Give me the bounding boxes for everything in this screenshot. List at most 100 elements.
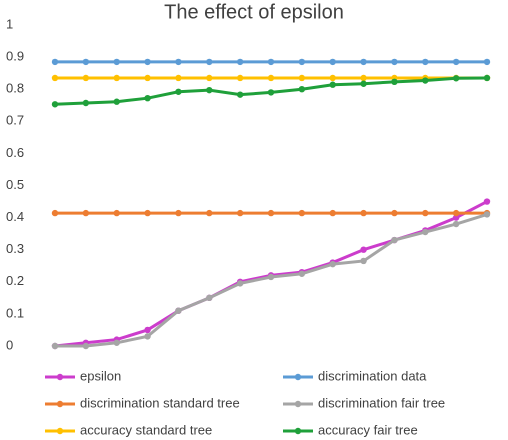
point: [113, 58, 120, 66]
point: [422, 228, 429, 236]
point: [391, 78, 398, 86]
point: [113, 209, 120, 217]
point: [82, 74, 90, 82]
point: [206, 86, 213, 94]
point: [51, 74, 59, 82]
point: [298, 58, 306, 66]
point: [422, 209, 429, 217]
legend-label: epsilon: [80, 368, 121, 383]
point: [51, 101, 59, 108]
point: [329, 58, 336, 66]
point: [360, 58, 367, 66]
point: [391, 236, 398, 244]
point: [51, 58, 59, 66]
y-tick-label: 0: [6, 337, 13, 352]
point: [452, 209, 460, 217]
point: [82, 99, 90, 107]
point: [329, 260, 336, 268]
point: [175, 209, 182, 217]
legend-marker: [56, 427, 64, 435]
point: [452, 214, 460, 221]
point: [206, 294, 213, 302]
point: [329, 209, 336, 217]
legend-label: accuracy standard tree: [80, 422, 212, 437]
point: [82, 342, 90, 350]
point: [144, 326, 151, 334]
point: [236, 209, 244, 217]
point: [144, 333, 151, 340]
point: [298, 270, 306, 277]
legend-label: discrimination fair tree: [318, 395, 445, 410]
point: [82, 209, 90, 217]
y-tick-label: 0.8: [6, 81, 24, 96]
y-tick-label: 0.1: [6, 305, 24, 320]
point: [483, 74, 491, 82]
legend-marker: [294, 427, 302, 435]
legend-marker: [56, 373, 64, 381]
point: [113, 339, 120, 346]
point: [236, 58, 244, 66]
legend-marker: [294, 400, 302, 408]
point: [452, 220, 460, 228]
legend-marker: [56, 400, 64, 408]
point: [206, 74, 213, 82]
point: [175, 74, 182, 82]
legend-marker: [294, 373, 302, 381]
y-tick-label: 0.7: [6, 113, 24, 128]
point: [360, 209, 367, 217]
y-tick-label: 0.4: [6, 209, 24, 224]
legend-label: discrimination standard tree: [80, 395, 240, 410]
point: [483, 58, 491, 66]
point: [422, 77, 429, 84]
point: [329, 81, 336, 88]
point: [360, 80, 367, 87]
point: [360, 257, 367, 265]
point: [236, 280, 244, 287]
point: [360, 74, 367, 82]
point: [113, 74, 120, 82]
legend-label: discrimination data: [318, 368, 427, 383]
point: [422, 58, 429, 66]
point: [483, 198, 491, 205]
point: [82, 58, 90, 66]
point: [175, 307, 182, 314]
point: [267, 58, 275, 66]
point: [236, 74, 244, 82]
point: [391, 58, 398, 66]
point: [206, 209, 213, 217]
point: [267, 74, 275, 82]
point: [175, 58, 182, 66]
point: [267, 273, 275, 281]
point: [360, 246, 367, 253]
point: [298, 74, 306, 82]
point: [391, 209, 398, 217]
point: [483, 211, 491, 218]
point: [51, 342, 59, 350]
y-tick-label: 0.5: [6, 177, 24, 192]
point: [175, 88, 182, 95]
point: [236, 91, 244, 98]
point: [267, 209, 275, 217]
point: [298, 209, 306, 217]
y-tick-label: 0.3: [6, 241, 24, 256]
point: [267, 89, 275, 96]
legend-label: accuracy fair tree: [318, 422, 418, 437]
chart-title: The effect of epsilon: [164, 1, 344, 23]
y-tick-label: 0.9: [6, 49, 24, 64]
point: [113, 98, 120, 105]
point: [298, 86, 306, 93]
y-tick-label: 1: [6, 16, 13, 31]
point: [144, 94, 151, 102]
point: [51, 209, 59, 217]
point: [144, 74, 151, 82]
y-tick-label: 0.2: [6, 273, 24, 288]
y-tick-label: 0.6: [6, 145, 24, 160]
point: [452, 58, 460, 66]
point: [144, 58, 151, 66]
point: [144, 209, 151, 217]
point: [329, 74, 336, 82]
point: [452, 75, 460, 82]
point: [206, 58, 213, 66]
